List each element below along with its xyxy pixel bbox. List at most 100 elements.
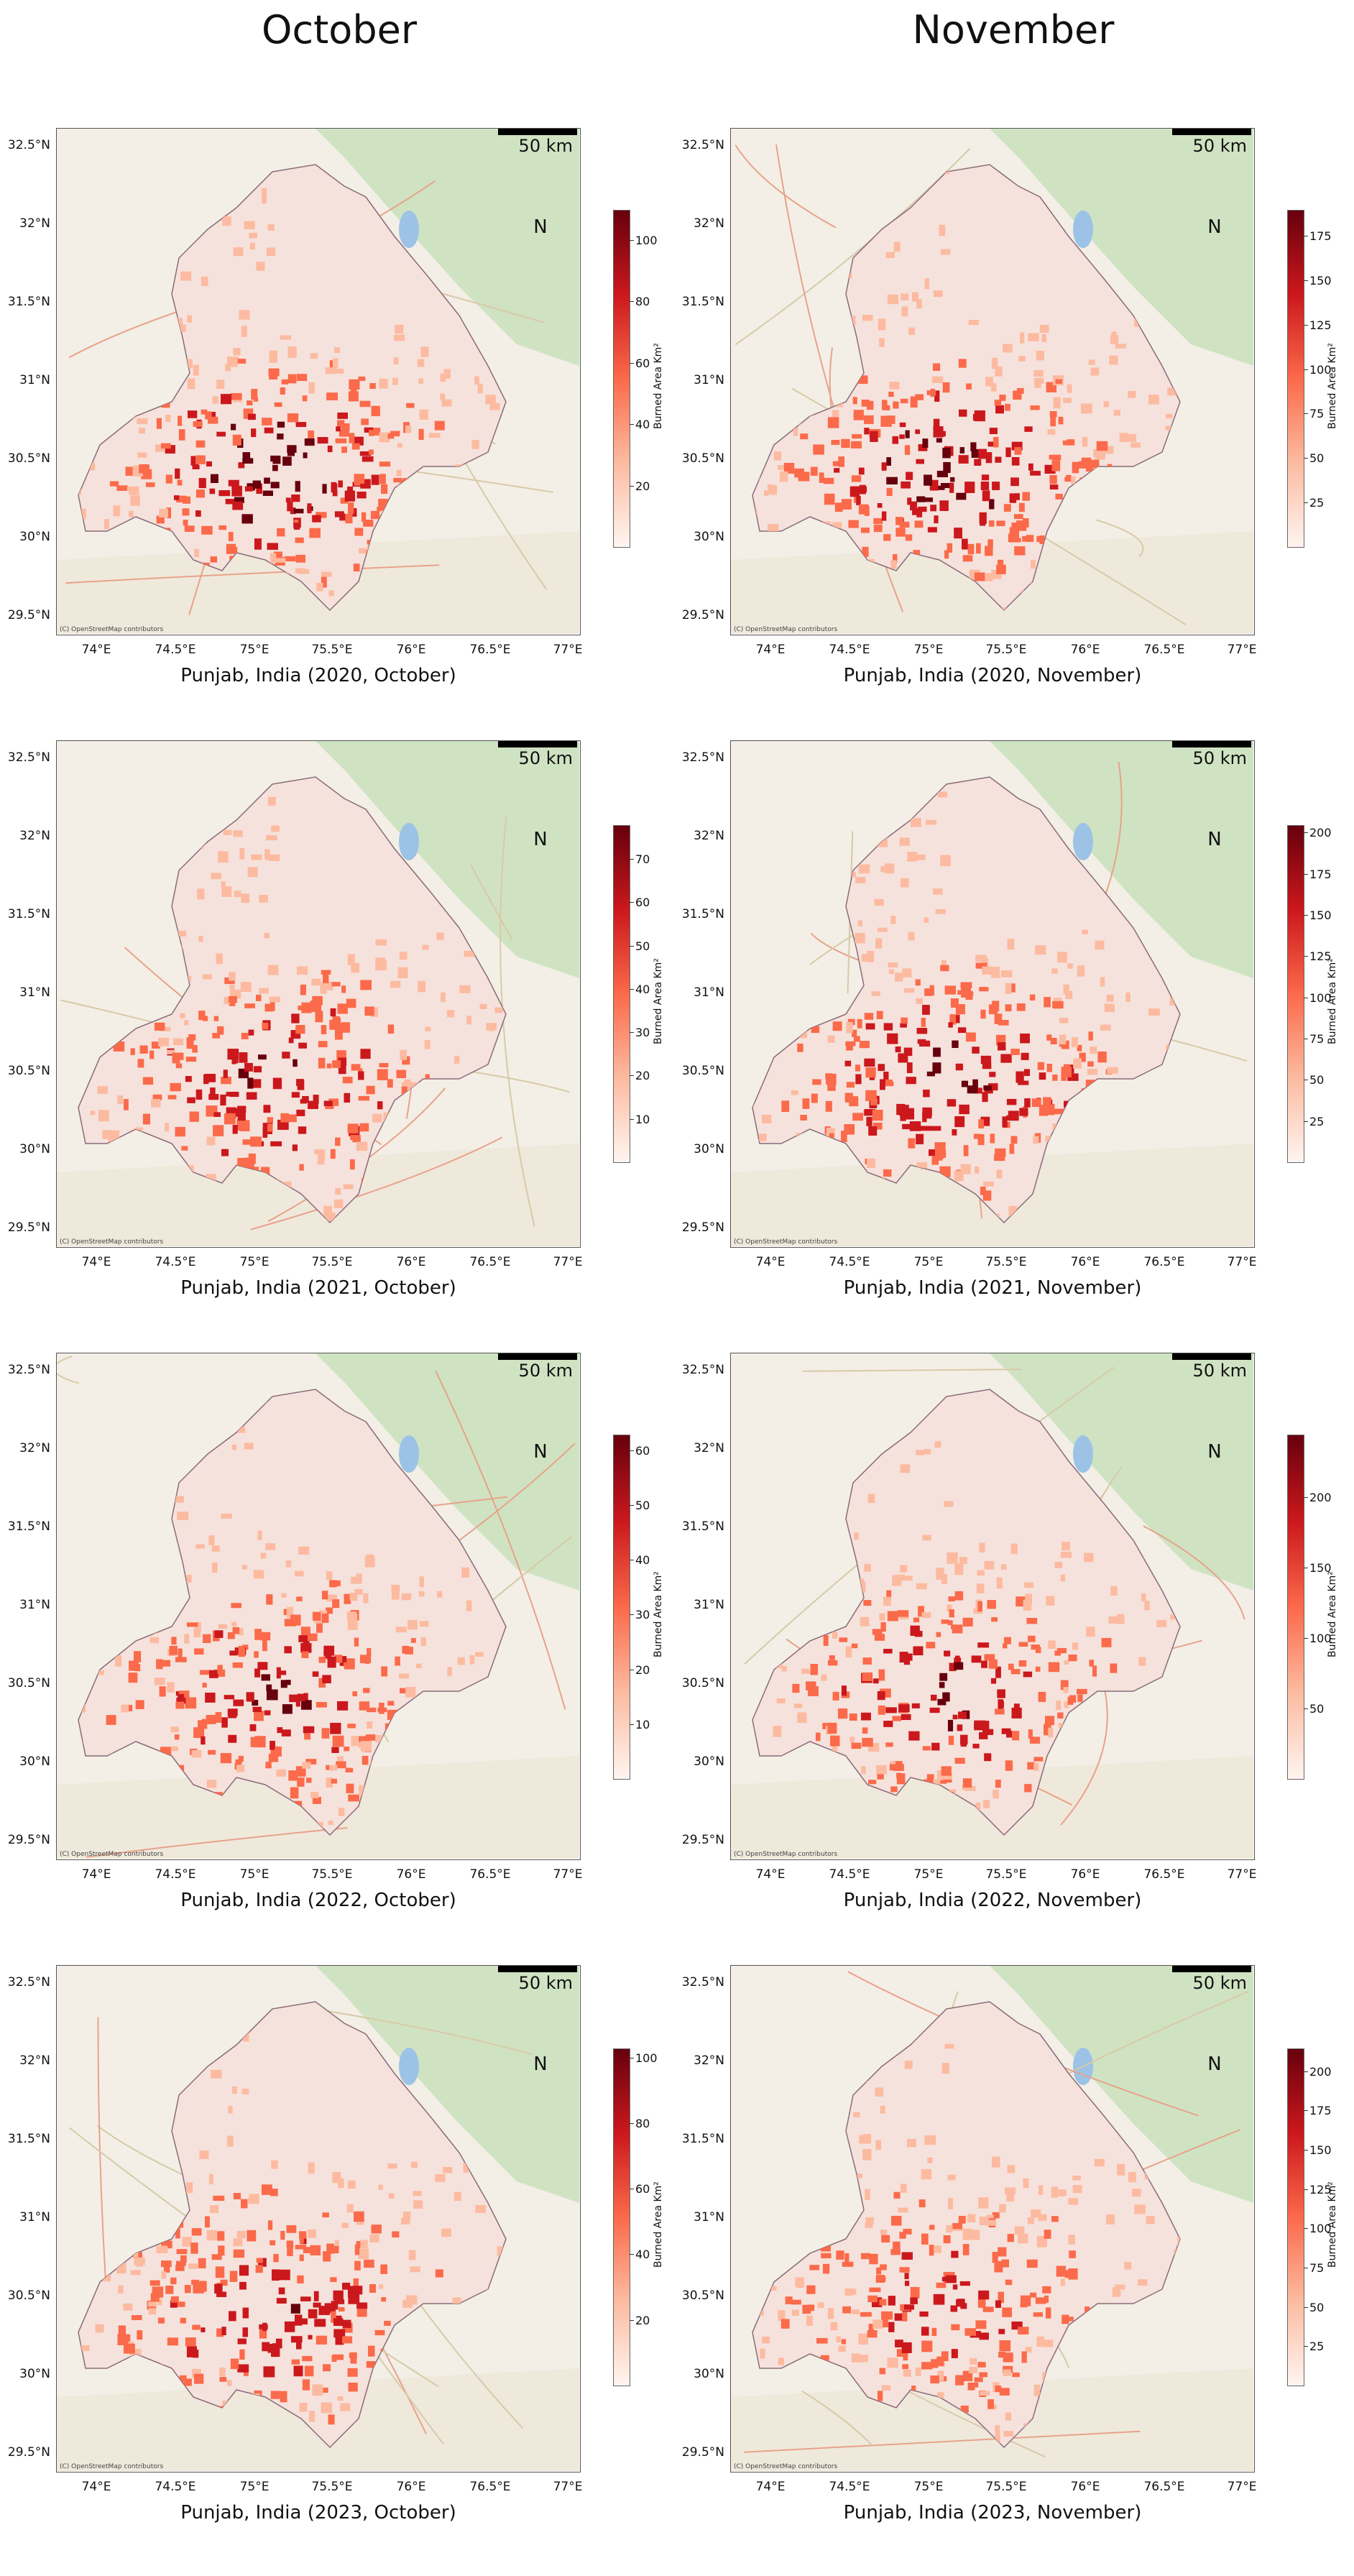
colorbar-tick: 50 [1303, 1073, 1325, 1087]
burned-cell [198, 2258, 206, 2268]
burned-cell [985, 377, 994, 387]
burned-cell [901, 1576, 913, 1581]
burned-cell [1089, 1660, 1094, 1667]
burned-cell [125, 466, 133, 477]
burned-cell [1031, 1644, 1040, 1650]
burned-cell [919, 1040, 931, 1047]
burned-cell [393, 357, 399, 365]
burned-cell [408, 2250, 416, 2260]
burned-cell [1016, 387, 1024, 394]
burned-cell [869, 2253, 878, 2265]
burned-cell [321, 576, 327, 588]
burned-cell [881, 2311, 893, 2320]
burned-cell [322, 2364, 331, 2372]
burned-cell [318, 1657, 326, 1663]
burned-cell [215, 1712, 222, 1723]
burned-cell [955, 1655, 960, 1666]
burned-cell [189, 1111, 199, 1122]
burned-cell [1009, 493, 1017, 503]
burned-cell [272, 1077, 282, 1090]
burned-cell [1003, 2369, 1011, 2376]
burned-cell [906, 1077, 916, 1085]
burned-cell [1025, 1593, 1033, 1606]
burned-cell [395, 324, 404, 334]
burned-cell [924, 474, 932, 486]
burned-cell [883, 1169, 892, 1177]
burned-area-map: 50 km N (C) OpenStreetMap contributors [56, 1965, 581, 2472]
burned-cell [340, 2403, 351, 2411]
burned-cell [242, 1644, 249, 1650]
burned-cell [773, 1725, 782, 1737]
burned-cell [266, 1689, 278, 1701]
burned-cell [888, 391, 894, 397]
burned-area-map: 50 km N (C) OpenStreetMap contributors [56, 128, 581, 635]
burned-cell [811, 1026, 820, 1034]
colorbar [613, 210, 630, 548]
lon-tick-label: 74°E [755, 2480, 786, 2494]
burned-cell [929, 1707, 940, 1714]
scale-bar [1172, 1353, 1251, 1360]
burned-cell [867, 2330, 878, 2338]
burned-cell [910, 817, 921, 827]
burned-cell [980, 2391, 990, 2396]
burned-cell [901, 878, 909, 888]
burned-cell [270, 2348, 280, 2358]
north-arrow-icon: N [530, 1398, 551, 1463]
burned-cell [888, 2296, 895, 2306]
burned-cell [1011, 523, 1021, 531]
burned-cell [201, 1736, 206, 1745]
burned-cell [841, 499, 852, 510]
burned-cell [243, 2370, 249, 2376]
burned-cell [1045, 1716, 1055, 1726]
burned-cell [308, 2229, 317, 2238]
burned-cell [921, 2327, 929, 2336]
burned-cell [875, 2140, 882, 2150]
burned-cell [359, 1123, 369, 1132]
burned-cell [259, 2324, 268, 2329]
burned-cell [883, 405, 890, 410]
burned-cell [865, 2222, 873, 2228]
burned-cell [964, 482, 975, 494]
burned-cell [958, 2215, 966, 2224]
lon-tick-label: 74.5°E [155, 1867, 196, 1882]
burned-cell [151, 1099, 161, 1108]
burned-cell [1036, 2336, 1045, 2347]
burned-cell [992, 2212, 1000, 2219]
burned-cell [983, 1181, 995, 1187]
burned-cell [159, 508, 168, 518]
burned-cell [259, 2329, 267, 2339]
burned-cell [242, 452, 251, 461]
burned-cell [340, 497, 349, 504]
burned-cell [348, 1794, 359, 1802]
burned-cell [184, 525, 195, 532]
burned-cell [304, 1733, 311, 1740]
burned-cell [1056, 1647, 1067, 1654]
burned-cell [967, 543, 975, 555]
burned-cell [428, 433, 441, 438]
burned-cell [145, 482, 155, 487]
burned-cell [296, 1766, 306, 1777]
burned-cell [233, 2193, 241, 2199]
burned-cell [348, 391, 359, 402]
burned-cell [791, 2309, 799, 2317]
burned-cell [858, 2333, 868, 2345]
burned-cell [285, 556, 296, 562]
burned-cell [878, 318, 886, 331]
burned-cell [987, 1600, 996, 1609]
burned-cell [877, 1690, 885, 1701]
burned-cell [296, 1596, 303, 1601]
burned-cell [282, 1052, 290, 1059]
burned-cell [851, 1742, 862, 1749]
burned-cell [1033, 1136, 1039, 1144]
lat-tick-label: 32.5°N [7, 138, 50, 152]
burned-cell [846, 1082, 855, 1088]
burned-cell [858, 375, 868, 385]
burned-cell [387, 1024, 395, 1034]
burned-cell [778, 2358, 785, 2365]
burned-cell [860, 1581, 866, 1593]
burned-cell [923, 1089, 930, 1098]
burned-cell [958, 359, 967, 368]
burned-cell [1072, 461, 1079, 474]
burned-cell [853, 2112, 860, 2117]
burned-cell [230, 392, 242, 400]
